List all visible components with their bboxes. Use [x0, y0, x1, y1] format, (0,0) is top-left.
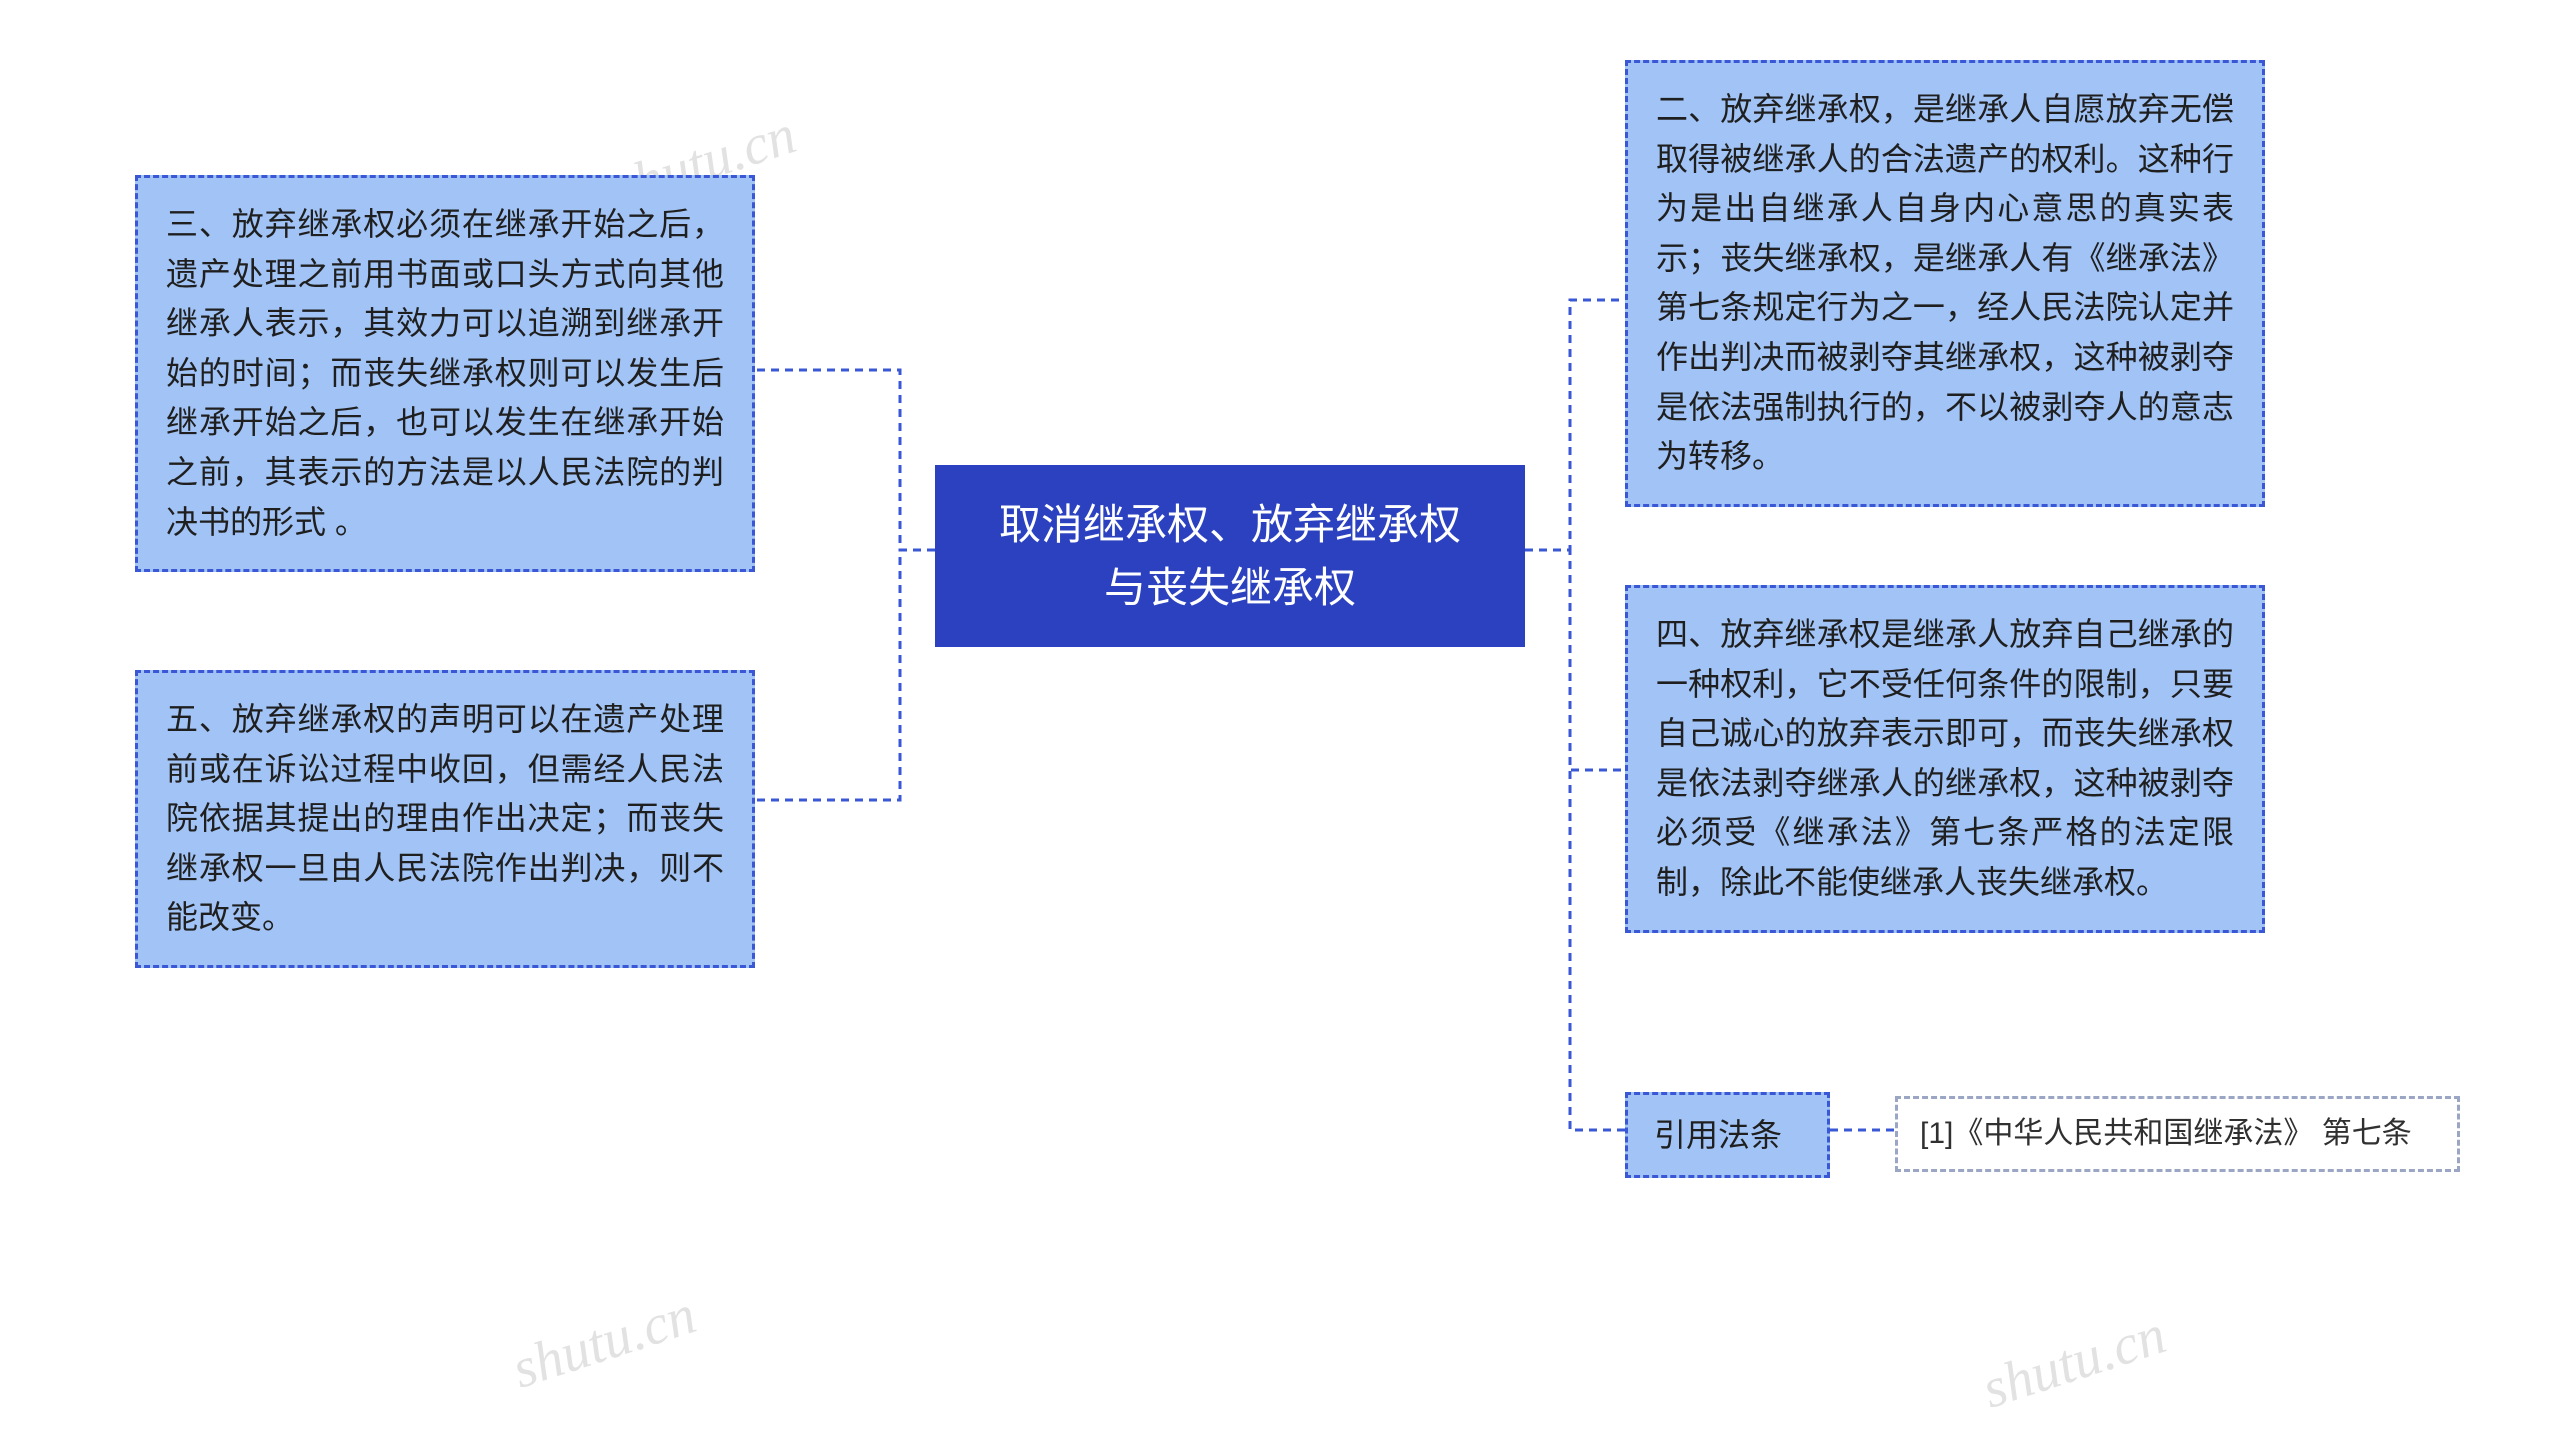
node-box2[interactable]: 二、放弃继承权，是继承人自愿放弃无偿取得被继承人的合法遗产的权利。这种行为是出自…	[1625, 60, 2265, 507]
node-ref-cite[interactable]: [1]《中华人民共和国继承法》 第七条	[1895, 1096, 2460, 1172]
watermark: shutu.cn	[505, 1282, 704, 1401]
mindmap-canvas: shutu.cn shutu.cn shutu.cn shutu.cn shut…	[0, 0, 2560, 1447]
center-node[interactable]: 取消继承权、放弃继承权 与丧失继承权	[935, 465, 1525, 647]
node-box3[interactable]: 三、放弃继承权必须在继承开始之后，遗产处理之前用书面或口头方式向其他继承人表示，…	[135, 175, 755, 572]
node-box5[interactable]: 五、放弃继承权的声明可以在遗产处理前或在诉讼过程中收回，但需经人民法院依据其提出…	[135, 670, 755, 968]
watermark: shutu.cn	[1975, 1302, 2174, 1421]
center-line1: 取消继承权、放弃继承权	[999, 493, 1461, 556]
node-box4[interactable]: 四、放弃继承权是继承人放弃自己继承的一种权利，它不受任何条件的限制，只要自己诚心…	[1625, 585, 2265, 933]
center-line2: 与丧失继承权	[999, 556, 1461, 619]
node-ref-label[interactable]: 引用法条	[1625, 1092, 1830, 1178]
